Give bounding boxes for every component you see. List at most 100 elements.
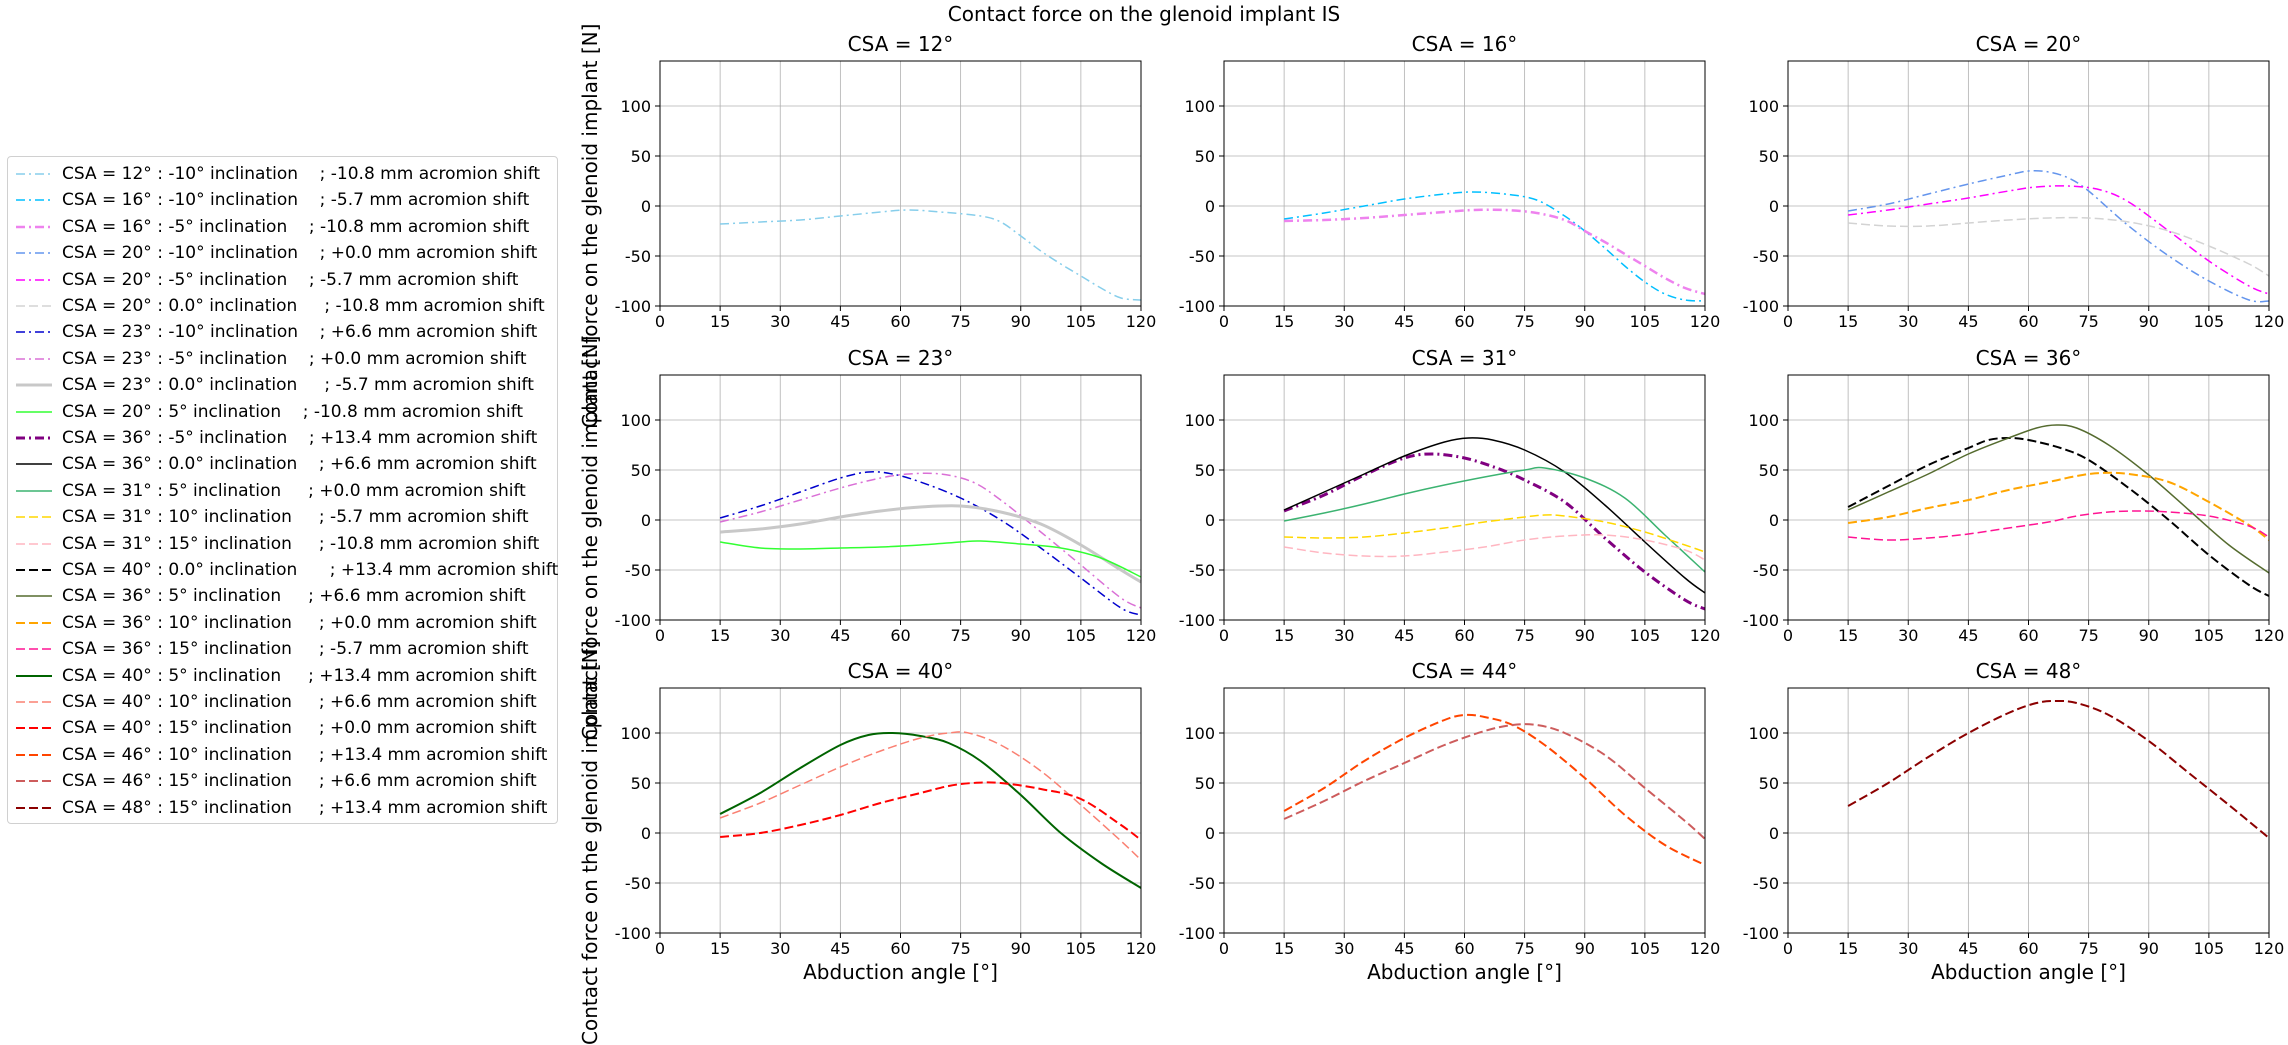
legend-label: CSA = 16° : -10° inclination ; -5.7 mm a…: [62, 190, 530, 211]
y-tick-label: 50: [631, 461, 651, 480]
y-tick-label: 0: [641, 824, 651, 843]
subplot-4: 0 15 30 45 60 75 90 105 120 -100 -50 0 50 100 CSA = 23…: [615, 346, 1157, 645]
x-tick-label: 120: [1690, 939, 1721, 958]
legend-swatch: [16, 383, 52, 387]
x-tick-label: 45: [830, 626, 850, 645]
y-tick-label: -100: [1179, 297, 1215, 316]
legend-label: CSA = 20° : 0.0° inclination ; -10.8 mm …: [62, 296, 545, 316]
y-tick-label: -50: [1189, 561, 1215, 580]
legend-entry: CSA = 36° : 0.0° inclination ; +6.6 mm a…: [8, 451, 553, 477]
x-tick-label: 15: [1274, 626, 1294, 645]
series-line-2: [1283, 437, 1706, 594]
legend-entry: CSA = 20° : 5° inclination ; -10.8 mm ac…: [8, 399, 553, 425]
legend-label: CSA = 40° : 0.0° inclination ; +13.4 mm …: [62, 560, 559, 580]
legend-swatch: [16, 648, 52, 650]
legend-label: CSA = 40° : 10° inclination ; +6.6 mm ac…: [62, 692, 537, 712]
legend-swatch: [16, 753, 52, 756]
series-line-1: [719, 471, 1142, 616]
series-line-2: [1283, 723, 1706, 840]
legend-entry: CSA = 23° : -10° inclination ; +6.6 mm a…: [8, 319, 553, 345]
x-tick-label: 15: [1274, 312, 1294, 331]
subplot-1: 0 15 30 45 60 75 90 105 120 -100 -50 0 50 100 CSA = 12…: [615, 32, 1157, 331]
y-tick-label: 100: [1748, 97, 1779, 116]
x-tick-label: 15: [710, 939, 730, 958]
legend-entry: CSA = 20° : -10° inclination ; +0.0 mm a…: [8, 240, 553, 266]
legend-entry: CSA = 40° : 15° inclination ; +0.0 mm ac…: [8, 715, 553, 741]
subplot-title: CSA = 23°: [848, 346, 954, 370]
x-tick-label: 30: [770, 626, 790, 645]
subplot-7: 0 15 30 45 60 75 90 105 120 -100 -50 0 50 100 CSA = 40…: [615, 659, 1157, 984]
x-tick-label: 75: [950, 312, 970, 331]
legend-entry: CSA = 36° : 5° inclination ; +6.6 mm acr…: [8, 583, 553, 609]
subplots-canvas: 0 15 30 45 60 75 90 105 120 -100 -50 0 50 100 CSA = 12…: [615, 32, 2285, 984]
subplot-title: CSA = 12°: [848, 32, 954, 56]
legend-swatch: [16, 595, 52, 598]
x-tick-label: 15: [710, 312, 730, 331]
x-tick-label: 0: [1783, 312, 1793, 331]
y-tick-label: -100: [1179, 924, 1215, 943]
subplot-title: CSA = 31°: [1412, 346, 1518, 370]
x-tick-label: 0: [655, 626, 665, 645]
x-tick-label: 120: [2254, 626, 2285, 645]
y-tick-label: -50: [625, 561, 651, 580]
legend-entry: CSA = 12° : -10° inclination ; -10.8 mm …: [8, 161, 553, 187]
y-tick-label: -50: [1753, 561, 1779, 580]
y-tick-label: 100: [620, 411, 651, 430]
legend-entry: CSA = 31° : 15° inclination ; -10.8 mm a…: [8, 531, 553, 557]
x-tick-label: 15: [1274, 939, 1294, 958]
x-axis-label: Abduction angle [°]: [1367, 960, 1562, 984]
series-line-1: [1283, 713, 1706, 866]
x-tick-label: 120: [2254, 312, 2285, 331]
x-tick-label: 60: [890, 939, 910, 958]
x-tick-label: 60: [2018, 312, 2038, 331]
series-line-4: [1284, 514, 1706, 553]
legend-entry: CSA = 36° : 10° inclination ; +0.0 mm ac…: [8, 610, 553, 636]
y-tick-label: 100: [1748, 411, 1779, 430]
legend-label: CSA = 31° : 10° inclination ; -5.7 mm ac…: [62, 507, 529, 528]
y-tick-label: 50: [1759, 147, 1779, 166]
y-tick-label: -50: [1753, 874, 1779, 893]
series-line-1: [1283, 191, 1706, 302]
plot-frame: [1787, 374, 2270, 621]
plot-frame: [1223, 374, 1706, 621]
legend-swatch: [16, 701, 52, 703]
plot-frame: [1223, 687, 1706, 934]
x-tick-label: 15: [1838, 312, 1858, 331]
x-tick-label: 90: [1011, 626, 1031, 645]
legend-label: CSA = 16° : -5° inclination ; -10.8 mm a…: [62, 216, 530, 237]
y-tick-label: 0: [1769, 511, 1779, 530]
legend-label: CSA = 31° : 5° inclination ; +0.0 mm acr…: [62, 480, 526, 501]
y-tick-label: 0: [641, 511, 651, 530]
x-tick-label: 105: [2194, 312, 2225, 331]
legend-swatch: [16, 331, 52, 334]
series-line-5: [1283, 533, 1706, 561]
legend-swatch: [16, 173, 52, 175]
x-tick-label: 60: [890, 626, 910, 645]
legend-swatch: [16, 727, 52, 730]
y-tick-label: -50: [625, 874, 651, 893]
legend-swatch: [16, 225, 52, 229]
x-tick-label: 45: [830, 312, 850, 331]
x-tick-label: 30: [1334, 626, 1354, 645]
legend-entry: CSA = 31° : 5° inclination ; +0.0 mm acr…: [8, 478, 553, 504]
x-tick-label: 60: [1454, 626, 1474, 645]
y-tick-label: 0: [1769, 824, 1779, 843]
x-tick-label: 15: [1838, 939, 1858, 958]
subplot-title: CSA = 36°: [1976, 346, 2082, 370]
y-tick-label: 50: [1195, 461, 1215, 480]
series-line-2: [719, 472, 1142, 609]
x-tick-label: 105: [1630, 626, 1661, 645]
legend-swatch: [16, 806, 52, 809]
x-tick-label: 45: [1394, 939, 1414, 958]
figure-title: Contact force on the glenoid implant IS: [947, 2, 1341, 26]
y-tick-label: 50: [631, 147, 651, 166]
legend-entry: CSA = 23° : 0.0° inclination ; -5.7 mm a…: [8, 372, 553, 398]
x-tick-label: 30: [1334, 939, 1354, 958]
y-tick-label: 50: [1195, 774, 1215, 793]
y-tick-label: -100: [615, 611, 651, 630]
series-line-2: [1847, 424, 2270, 574]
legend-swatch: [16, 542, 52, 545]
legend-label: CSA = 31° : 15° inclination ; -10.8 mm a…: [62, 533, 540, 554]
x-tick-label: 0: [1783, 626, 1793, 645]
x-tick-label: 105: [1066, 312, 1097, 331]
